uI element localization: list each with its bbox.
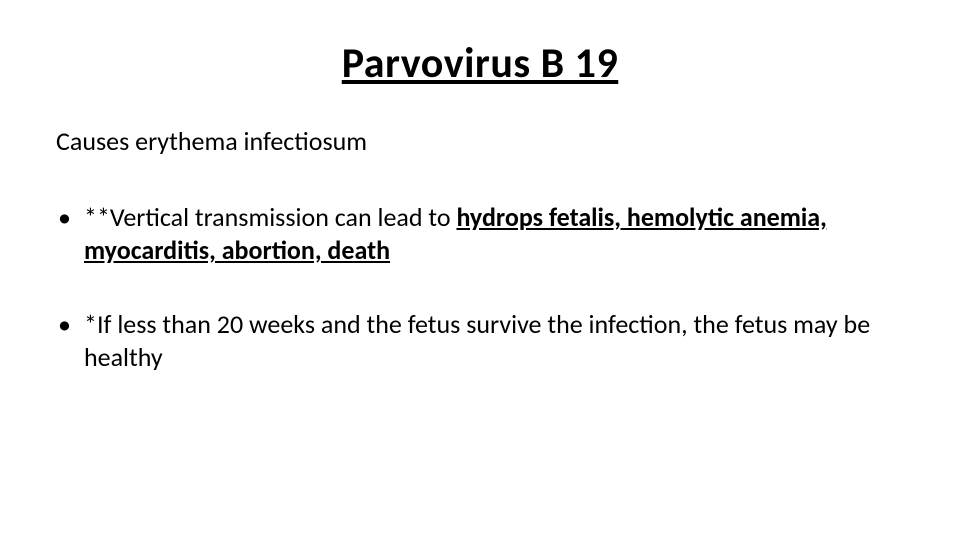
bullet-item: **Vertical transmission can lead to hydr… xyxy=(56,201,904,268)
bullet-text: Vertical transmission can lead to xyxy=(110,201,457,233)
bullet-item: *If less than 20 weeks and the fetus sur… xyxy=(56,308,904,375)
bullet-prefix: * xyxy=(84,308,97,340)
bullet-text: If less than 20 weeks and the fetus surv… xyxy=(84,308,870,373)
slide-subtitle: Causes erythema infectiosum xyxy=(56,125,904,157)
bullet-prefix: ** xyxy=(84,201,110,233)
slide-title: Parvovirus B 19 xyxy=(56,38,904,89)
bullet-list: **Vertical transmission can lead to hydr… xyxy=(56,201,904,374)
slide: Parvovirus B 19 Causes erythema infectio… xyxy=(0,0,960,540)
